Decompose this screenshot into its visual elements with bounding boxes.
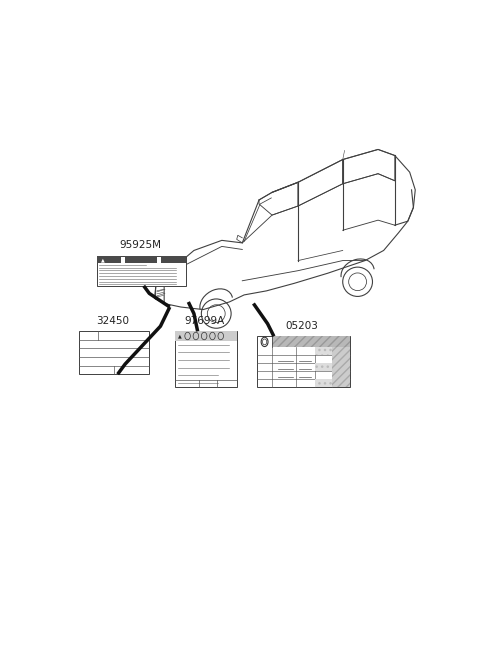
- Bar: [315, 379, 332, 387]
- Circle shape: [261, 337, 268, 346]
- Text: 32450: 32450: [96, 316, 129, 326]
- Bar: [315, 348, 332, 356]
- Bar: [97, 256, 186, 286]
- Bar: [257, 337, 350, 387]
- Bar: [332, 379, 350, 387]
- Text: ▲: ▲: [101, 257, 105, 262]
- Bar: [125, 256, 157, 264]
- Text: 95925M: 95925M: [119, 241, 161, 251]
- Text: ▲: ▲: [178, 333, 181, 338]
- Bar: [175, 331, 237, 387]
- Text: 05203: 05203: [286, 321, 318, 331]
- Bar: [332, 371, 350, 379]
- Bar: [332, 348, 350, 356]
- Bar: [332, 363, 350, 371]
- Text: 97699A: 97699A: [185, 316, 225, 326]
- Bar: [97, 256, 121, 264]
- Bar: [175, 331, 237, 340]
- Bar: [79, 331, 149, 374]
- Bar: [315, 363, 332, 371]
- Bar: [161, 256, 186, 264]
- Bar: [332, 356, 350, 363]
- Bar: [272, 337, 350, 348]
